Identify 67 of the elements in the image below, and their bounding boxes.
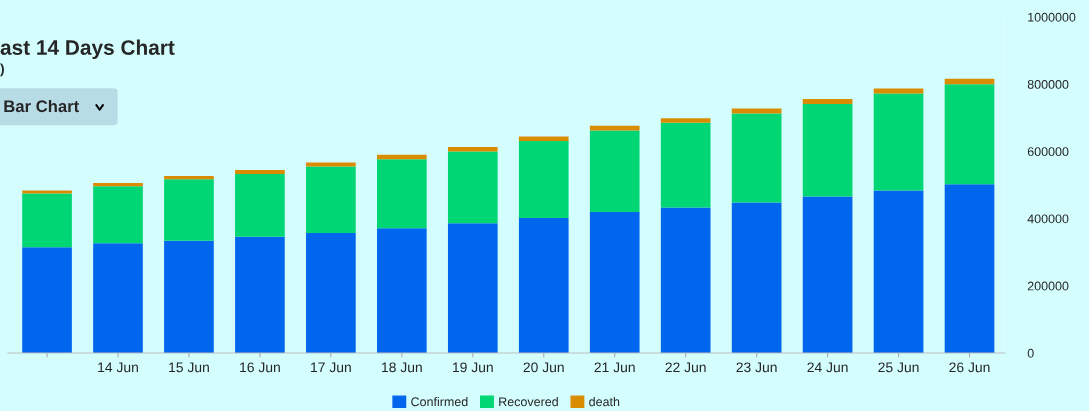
bar [518,140,569,218]
bar [802,98,853,105]
bar [802,104,853,197]
y-tick-label: 800000 [1027,80,1069,89]
text: ) [0,63,4,77]
bar [660,122,711,208]
x-tick-label: 18 Jun [382,362,422,373]
bar [447,147,498,152]
bar [589,130,640,212]
legend-label: Confirmed [411,396,468,407]
y-tick-label: 200000 [1027,281,1069,291]
bar [447,151,498,224]
bar [660,207,711,353]
bar [944,84,995,185]
bar [518,217,569,353]
bar [93,182,143,187]
bar [235,169,285,174]
bar [22,193,72,248]
text: ast 14 Days Chart [0,39,175,60]
x-tick-label: 24 Jun [807,362,848,373]
bar [306,166,356,234]
y-tick-label: 1000000 [1028,12,1076,22]
bar [377,154,427,160]
bar [731,108,782,114]
x-tick-label: 23 Jun [736,362,777,373]
bar [447,223,498,353]
bar [589,125,640,131]
bar [164,175,214,180]
y-tick-label: 600000 [1027,147,1069,157]
x-tick-label: 22 Jun [665,362,706,373]
bar [22,247,72,353]
x-tick-label: 21 Jun [594,362,635,373]
legend-label: death [589,396,620,407]
bar [93,243,143,353]
bar [306,233,356,353]
bar [22,190,72,194]
bar [589,211,640,353]
bar [93,186,143,244]
x-tick-label: 16 Jun [240,362,280,373]
x-tick-label: 19 Jun [453,362,493,373]
bar [873,88,924,94]
bar [377,159,427,229]
bar [731,113,782,203]
bar [660,118,711,123]
bar [873,93,924,191]
bar [235,173,285,237]
x-tick-label: 25 Jun [878,362,919,373]
bar [306,162,356,167]
x-tick-label: 14 Jun [98,362,138,373]
bar [164,240,214,353]
bar [873,190,924,353]
bar [944,184,995,353]
bar [164,179,214,241]
x-tick-label: 17 Jun [311,362,351,373]
bar [731,202,782,353]
bar [802,196,853,353]
bar [235,236,285,353]
legend-label: Recovered [499,396,558,407]
x-tick-label: 20 Jun [523,362,564,373]
x-tick-label: 26 Jun [949,362,990,373]
bar [944,78,995,85]
bar [518,136,569,141]
y-tick-label: 0 [1027,348,1034,358]
bar [377,228,427,353]
y-tick-label: 400000 [1027,214,1069,224]
annotation: Bar Chart [4,99,80,113]
x-tick-label: 15 Jun [169,362,209,373]
